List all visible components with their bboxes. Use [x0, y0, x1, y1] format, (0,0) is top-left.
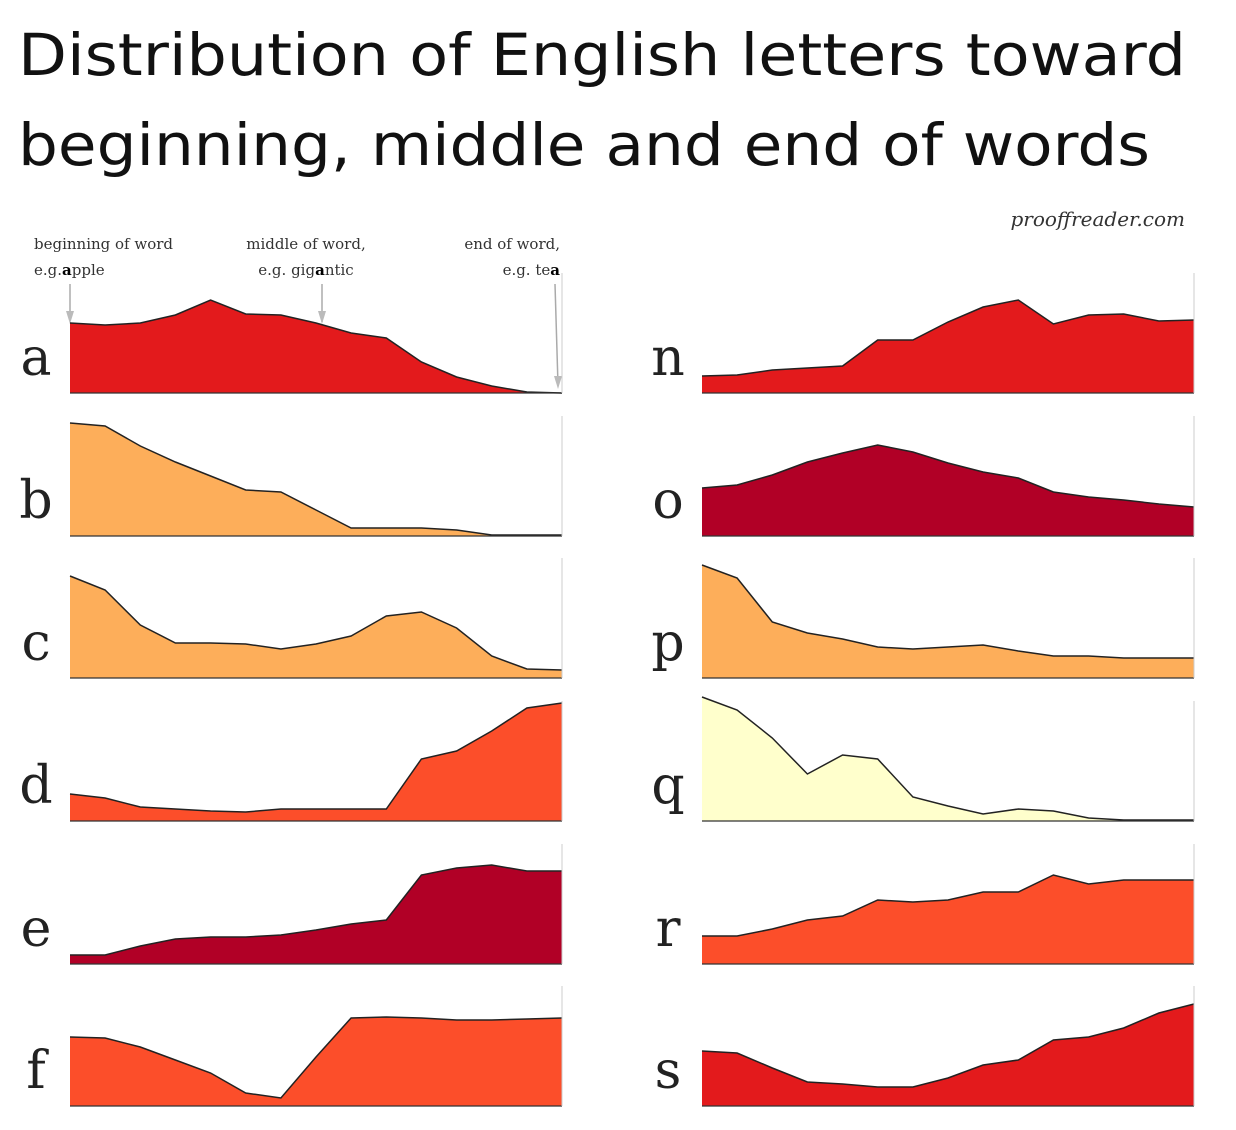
area	[70, 1017, 562, 1106]
area-outline	[69, 422, 562, 536]
area	[702, 875, 1194, 964]
area-outline	[701, 299, 1195, 377]
area-outline	[69, 702, 563, 813]
annotation-arrow	[554, 283, 559, 386]
area	[702, 565, 1194, 678]
area-outline	[701, 444, 1195, 508]
annotation-arrowhead	[554, 376, 562, 389]
annotation-text: e.g.	[34, 261, 62, 279]
title-line: Distribution of English letters toward	[18, 21, 1186, 89]
panel-letter: c	[21, 613, 50, 673]
panel-letter: n	[651, 328, 685, 388]
area	[702, 697, 1194, 821]
panel-letter: f	[26, 1041, 49, 1101]
annotation-text: e.g. gig	[258, 261, 315, 279]
area	[702, 445, 1194, 536]
annotation-arrowhead	[66, 311, 74, 324]
annotation-arrowhead	[318, 311, 326, 324]
area	[70, 865, 562, 964]
area	[70, 703, 562, 821]
area	[70, 300, 562, 393]
panel-letter: p	[651, 613, 684, 673]
annotation-line: middle of word,	[246, 235, 365, 253]
title-line: beginning, middle and end of words	[18, 111, 1150, 179]
annotation-line: e.g. tea	[503, 261, 561, 279]
annotation-text: ntic	[325, 261, 354, 279]
area-outline	[701, 696, 1194, 821]
panel-letter: s	[655, 1041, 682, 1101]
area-outline	[702, 874, 1194, 937]
panel-letter: q	[651, 756, 684, 816]
panel-letter: b	[19, 471, 52, 531]
annotation-line: e.g.apple	[34, 261, 105, 279]
area	[70, 576, 562, 678]
panel-letter: e	[21, 899, 52, 959]
panel-letter: r	[656, 899, 681, 959]
area-outline	[701, 564, 1194, 659]
panel-letter: o	[652, 471, 683, 531]
area-outline	[701, 1003, 1195, 1088]
panel-letter: d	[19, 756, 52, 816]
annotation-bold: a	[550, 261, 560, 279]
area-outline	[69, 299, 563, 394]
annotation-bold: a	[315, 261, 325, 279]
source: prooffreader.com	[1010, 207, 1185, 231]
annotation-line: end of word,	[464, 235, 560, 253]
area	[70, 423, 562, 536]
annotation-line: e.g. gigantic	[258, 261, 353, 279]
area-outline	[69, 575, 563, 671]
annotation-text: e.g. te	[503, 261, 551, 279]
annotation-text: pple	[72, 261, 105, 279]
area-outline	[70, 864, 562, 956]
area	[702, 1004, 1194, 1106]
annotation-bold: a	[62, 261, 72, 279]
annotation-line: beginning of word	[34, 235, 173, 253]
area-outline	[69, 1016, 563, 1099]
panel-letter: a	[20, 328, 51, 388]
area	[702, 300, 1194, 393]
